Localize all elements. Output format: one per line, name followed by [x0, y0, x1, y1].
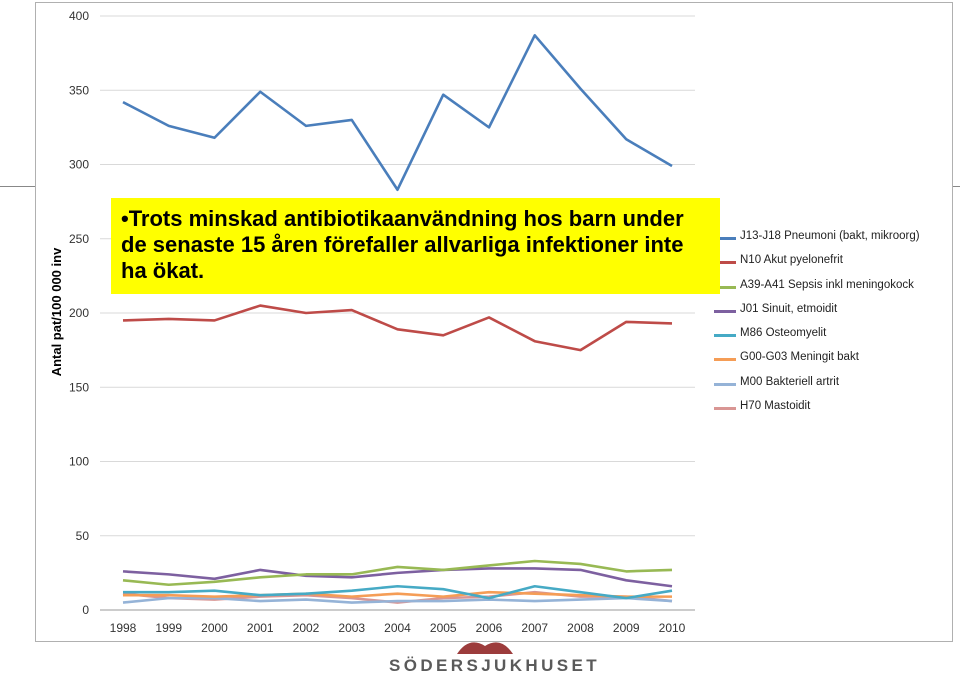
slide-divider-left	[0, 186, 36, 187]
legend-swatch	[714, 407, 736, 411]
gridlines	[100, 15, 695, 611]
x-tick-label: 2004	[384, 621, 411, 635]
legend-label: G00-G03 Meningit bakt	[740, 351, 859, 364]
legend-swatch	[714, 309, 736, 313]
x-tick-label: 2008	[567, 621, 594, 635]
logo-wordmark: SÖDERSJUKHUSET	[389, 656, 601, 675]
y-tick-labels: 0 50 100 150 200 250 300 350 400	[69, 9, 89, 617]
y-tick-label: 100	[69, 455, 89, 469]
x-tick-label: 2001	[247, 621, 274, 635]
y-tick-label: 400	[69, 9, 89, 23]
x-tick-label: 2006	[476, 621, 503, 635]
y-tick-label: 150	[69, 380, 89, 394]
x-tick-label: 2003	[338, 621, 365, 635]
series-lines	[122, 34, 673, 604]
series-line	[122, 567, 673, 588]
x-tick-label: 2005	[430, 621, 457, 635]
series-line	[122, 559, 673, 587]
legend-label: N10 Akut pyelonefrit	[740, 254, 843, 267]
legend-swatch	[714, 334, 736, 338]
logo-emblem	[457, 642, 513, 654]
x-tick-label: 2007	[521, 621, 548, 635]
y-tick-label: 0	[82, 603, 89, 617]
legend-label: A39-A41 Sepsis inkl meningokock	[740, 278, 914, 291]
y-tick-label: 50	[76, 529, 90, 543]
y-tick-label: 250	[69, 232, 89, 246]
callout-text: Trots minskad antibiotikaanvändning hos …	[121, 206, 684, 283]
x-tick-label: 1998	[110, 621, 137, 635]
series-line	[122, 596, 673, 604]
x-tick-label: 2009	[613, 621, 640, 635]
legend-swatch	[714, 285, 736, 289]
legend-label: M00 Bakteriell artrit	[740, 375, 840, 388]
legend-label: J01 Sinuit, etmoidit	[740, 302, 838, 315]
series-line	[122, 590, 673, 604]
series-line	[123, 584, 673, 600]
callout-box: •Trots minskad antibiotikaanvändning hos…	[111, 198, 720, 294]
series-line	[122, 34, 673, 192]
x-tick-label: 2010	[659, 621, 686, 635]
x-tick-label: 2002	[293, 621, 320, 635]
x-tick-labels: 1998 1999 2000 2001 2002 2003 2004 2005 2006 2007…	[110, 621, 686, 635]
legend-swatch	[714, 382, 736, 386]
x-tick-label: 2000	[201, 621, 228, 635]
legend-swatch	[714, 237, 736, 240]
series-line	[122, 304, 673, 352]
x-tick-label: 1999	[155, 621, 182, 635]
y-axis-label: Antal pat/100 000 inv	[49, 247, 64, 377]
series-line	[123, 590, 672, 598]
legend-swatch	[714, 358, 736, 362]
y-tick-label: 200	[69, 306, 89, 320]
legend-label: H70 Mastoidit	[740, 400, 811, 413]
y-tick-label: 350	[69, 83, 89, 97]
slide-divider-right	[953, 186, 960, 187]
y-tick-label: 300	[69, 158, 89, 172]
legend-swatch	[714, 261, 736, 265]
callout-bullet: •	[121, 206, 129, 231]
legend-label: M86 Osteomyelit	[740, 327, 827, 340]
legend-label: J13-J18 Pneumoni (bakt, mikroorg)	[740, 230, 920, 242]
